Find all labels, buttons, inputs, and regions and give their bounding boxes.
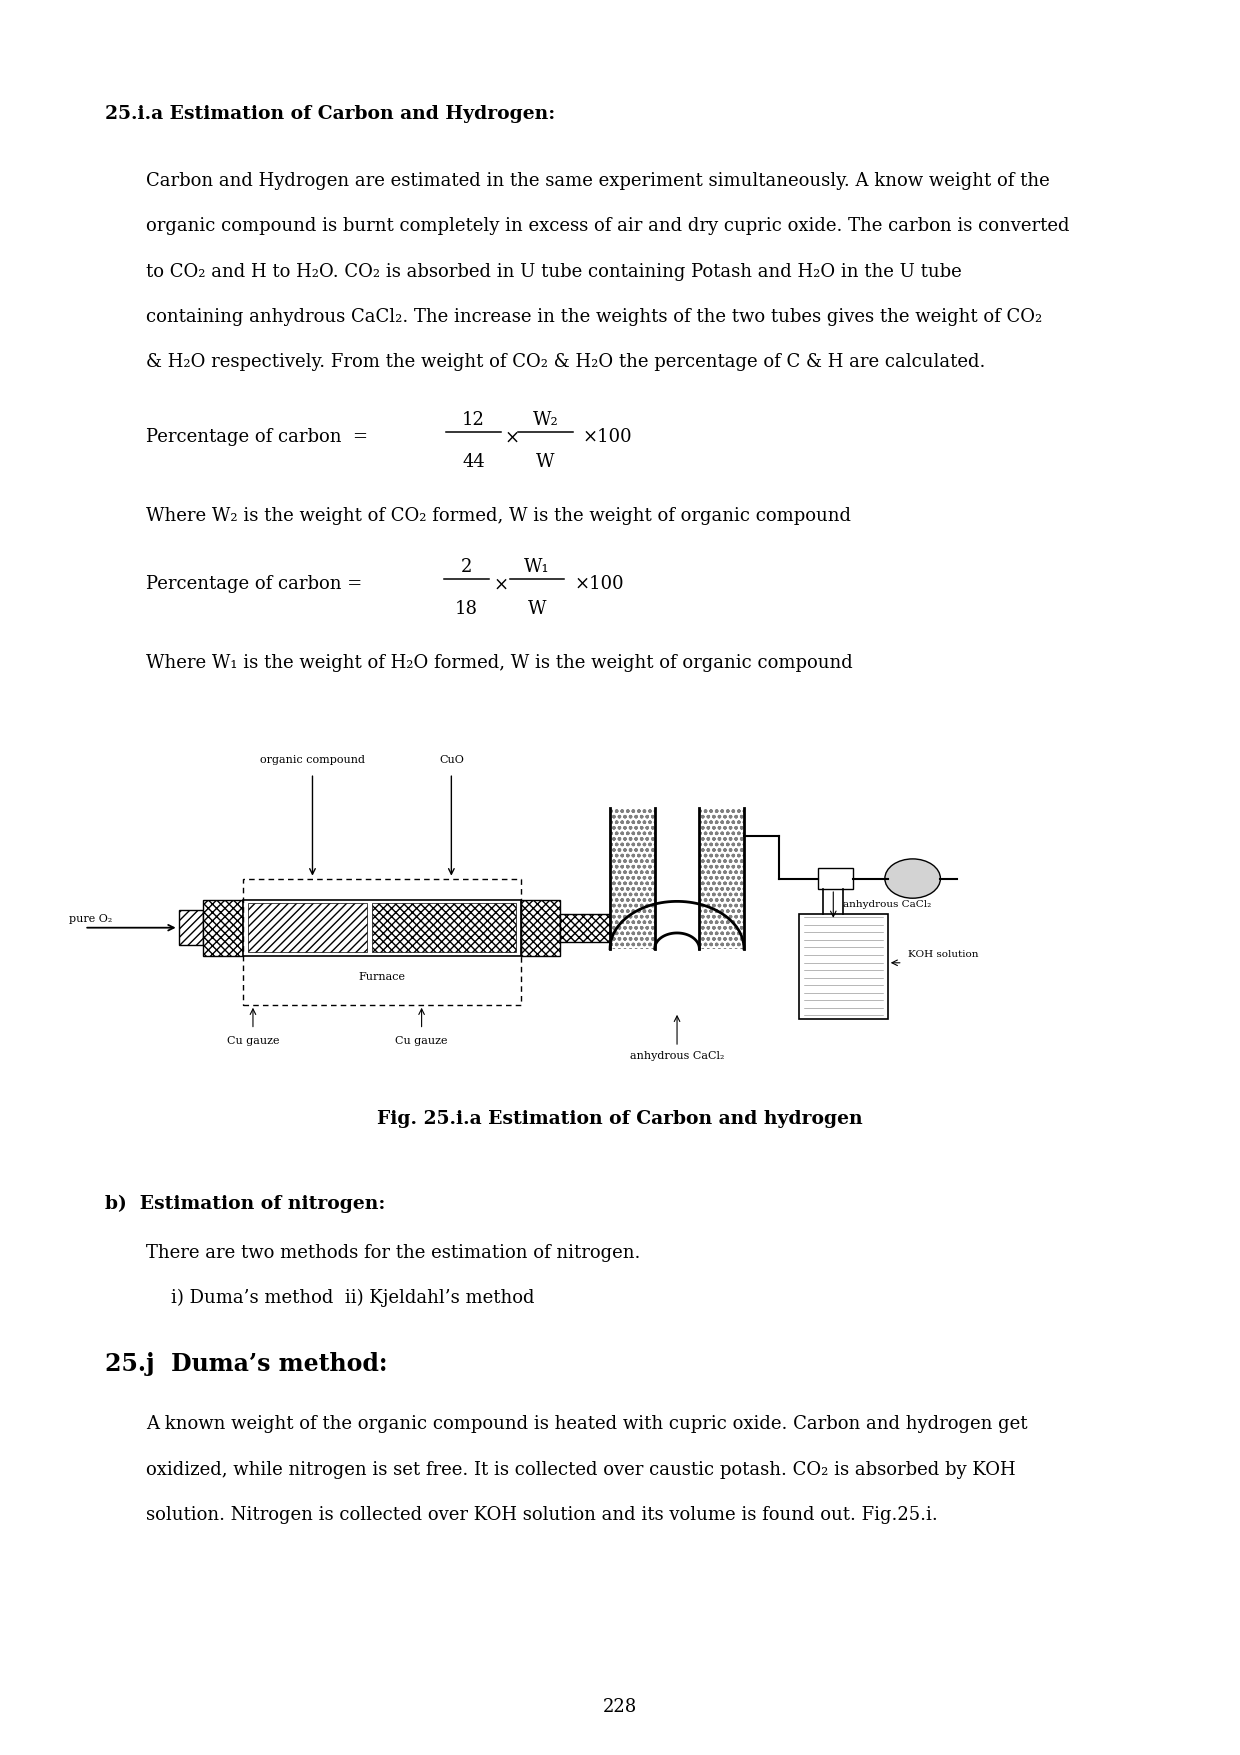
Bar bbox=[203, 900, 243, 956]
Text: W₂: W₂ bbox=[533, 411, 558, 428]
Text: 228: 228 bbox=[603, 1699, 637, 1716]
Text: solution. Nitrogen is collected over KOH solution and its volume is found out. F: solution. Nitrogen is collected over KOH… bbox=[146, 1506, 939, 1523]
Bar bbox=[799, 914, 888, 1020]
Text: 44: 44 bbox=[463, 453, 485, 470]
Text: ×100: ×100 bbox=[574, 576, 624, 593]
Text: CuO: CuO bbox=[439, 755, 464, 765]
Text: Fig. 25.i.a Estimation of Carbon and hydrogen: Fig. 25.i.a Estimation of Carbon and hyd… bbox=[377, 1111, 863, 1128]
Bar bbox=[610, 809, 655, 949]
Text: Where W₂ is the weight of CO₂ formed, W is the weight of organic compound: Where W₂ is the weight of CO₂ formed, W … bbox=[146, 507, 852, 525]
Bar bbox=[372, 904, 516, 953]
Text: 25.i.a Estimation of Carbon and Hydrogen:: 25.i.a Estimation of Carbon and Hydrogen… bbox=[105, 105, 556, 123]
Text: ×: × bbox=[494, 576, 508, 593]
Text: organic compound: organic compound bbox=[260, 755, 365, 765]
Text: to CO₂ and H to H₂O. CO₂ is absorbed in U tube containing Potash and H₂O in the : to CO₂ and H to H₂O. CO₂ is absorbed in … bbox=[146, 263, 962, 281]
Text: pure O₂: pure O₂ bbox=[69, 914, 113, 925]
Text: W: W bbox=[537, 453, 554, 470]
Text: Furnace: Furnace bbox=[358, 972, 405, 983]
Text: Percentage of carbon =: Percentage of carbon = bbox=[146, 576, 368, 593]
Text: i) Duma’s method  ii) Kjeldahl’s method: i) Duma’s method ii) Kjeldahl’s method bbox=[171, 1288, 534, 1307]
Text: b)  Estimation of nitrogen:: b) Estimation of nitrogen: bbox=[105, 1195, 386, 1213]
Text: 2: 2 bbox=[460, 558, 472, 576]
Circle shape bbox=[885, 858, 940, 899]
Bar bbox=[248, 904, 367, 953]
Text: anhydrous CaCl₂: anhydrous CaCl₂ bbox=[630, 1051, 724, 1060]
Bar bbox=[243, 879, 521, 1006]
Text: ×: × bbox=[505, 428, 520, 446]
Text: Percentage of carbon  =: Percentage of carbon = bbox=[146, 428, 374, 446]
Bar bbox=[243, 900, 521, 956]
Text: anhydrous CaCl₂: anhydrous CaCl₂ bbox=[843, 900, 931, 909]
Bar bbox=[179, 911, 203, 946]
Text: & H₂O respectively. From the weight of CO₂ & H₂O the percentage of C & H are cal: & H₂O respectively. From the weight of C… bbox=[146, 353, 986, 370]
Text: oxidized, while nitrogen is set free. It is collected over caustic potash. CO₂ i: oxidized, while nitrogen is set free. It… bbox=[146, 1460, 1016, 1478]
Bar bbox=[560, 914, 610, 942]
Text: ×100: ×100 bbox=[583, 428, 632, 446]
Text: 12: 12 bbox=[463, 411, 485, 428]
Text: A known weight of the organic compound is heated with cupric oxide. Carbon and h: A known weight of the organic compound i… bbox=[146, 1415, 1028, 1434]
Text: Where W₁ is the weight of H₂O formed, W is the weight of organic compound: Where W₁ is the weight of H₂O formed, W … bbox=[146, 655, 853, 672]
Text: Carbon and Hydrogen are estimated in the same experiment simultaneously. A know : Carbon and Hydrogen are estimated in the… bbox=[146, 172, 1050, 190]
Text: KOH solution: KOH solution bbox=[908, 949, 978, 960]
Text: 18: 18 bbox=[455, 600, 477, 618]
Text: W₁: W₁ bbox=[525, 558, 549, 576]
Text: organic compound is burnt completely in excess of air and dry cupric oxide. The : organic compound is burnt completely in … bbox=[146, 218, 1070, 235]
Bar bbox=[818, 869, 853, 890]
Text: There are two methods for the estimation of nitrogen.: There are two methods for the estimation… bbox=[146, 1244, 641, 1262]
Text: Cu gauze: Cu gauze bbox=[396, 1035, 448, 1046]
Text: containing anhydrous CaCl₂. The increase in the weights of the two tubes gives t: containing anhydrous CaCl₂. The increase… bbox=[146, 307, 1043, 326]
Text: 25.j  Duma’s method:: 25.j Duma’s method: bbox=[105, 1351, 388, 1376]
Bar bbox=[699, 809, 744, 949]
Text: W: W bbox=[528, 600, 546, 618]
Bar bbox=[521, 900, 560, 956]
Text: Cu gauze: Cu gauze bbox=[227, 1035, 279, 1046]
